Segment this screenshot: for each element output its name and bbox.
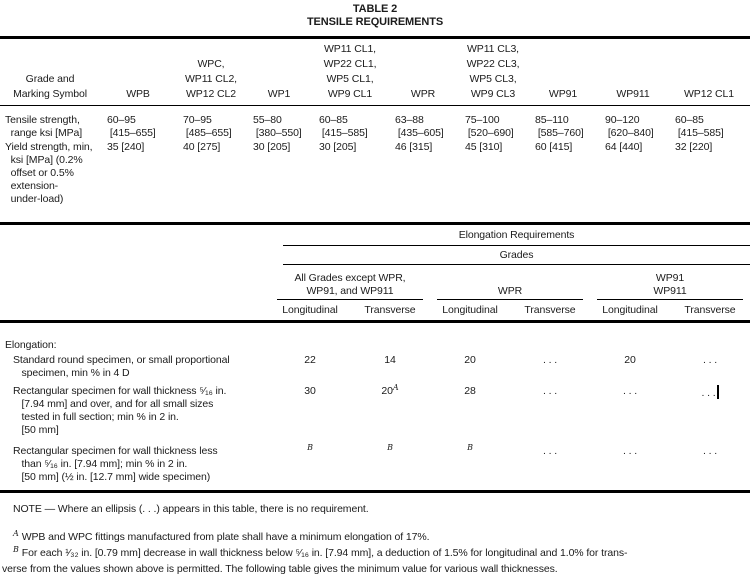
- cell: 70–95 [485–655]: [183, 114, 232, 139]
- row-label: Tensile strength, range ksi [MPa]: [5, 114, 83, 139]
- cell: 60 [415]: [535, 141, 573, 153]
- cell: . . .: [622, 445, 638, 457]
- col-header: WPR: [410, 88, 436, 100]
- table-caption: TENSILE REQUIREMENTS: [306, 16, 444, 28]
- cell: . . .: [542, 354, 558, 366]
- tensile-strength-row: Tensile strength, range ksi [MPa] 60–95 …: [0, 106, 750, 140]
- cell: . . .: [542, 445, 558, 457]
- table-row: Rectangular specimen for wall thickness …: [0, 443, 750, 484]
- yield-strength-row: Yield strength, min, ksi [MPa] (0.2% off…: [0, 140, 750, 224]
- footnote-marker: B: [307, 443, 313, 452]
- cell: 85–110 [585–760]: [535, 114, 584, 139]
- footnotes: A WPB and WPC fittings manufactured from …: [2, 529, 748, 577]
- col-header: WPC, WP11 CL2, WP12 CL2: [184, 58, 237, 100]
- elongation-table: Elongation: Standard round specimen, or …: [0, 323, 750, 493]
- cell: 35 [240]: [107, 141, 145, 153]
- direction-header: Transverse: [364, 304, 416, 316]
- col-header: WP1: [267, 88, 291, 100]
- cell: . . .: [622, 385, 638, 397]
- cell: 14: [384, 354, 396, 366]
- group-header: All Grades except WPR, WP91, and WP911: [277, 272, 423, 300]
- cell: 20: [464, 354, 476, 366]
- cell: 64 [440]: [605, 141, 643, 153]
- table-row: Standard round specimen, or small propor…: [0, 354, 750, 380]
- cell: 30 [205]: [253, 141, 291, 153]
- cell: 28: [464, 385, 476, 397]
- col-header: WP11 CL3, WP22 CL3, WP5 CL3, WP9 CL3: [466, 43, 520, 100]
- cell: . . .: [542, 385, 558, 397]
- col-header: WP911: [616, 88, 650, 100]
- direction-header: Longitudinal: [282, 304, 338, 316]
- direction-header: Transverse: [684, 304, 736, 316]
- footnote-marker: B: [13, 545, 19, 554]
- footnote-a: A WPB and WPC fittings manufactured from …: [13, 529, 430, 544]
- cell: 55–80 [380–550]: [253, 114, 302, 139]
- group-header: WPR: [437, 285, 583, 300]
- table-note: NOTE — Where an ellipsis (. . .) appears…: [13, 503, 369, 515]
- grade-header: Grade and Marking Symbol: [13, 73, 87, 100]
- col-header: WP91: [548, 88, 578, 100]
- cell: 63–88 [435–605]: [395, 114, 444, 139]
- elongation-header: Elongation Requirements Grades All Grade…: [0, 222, 750, 323]
- cell: 60–85 [415–585]: [319, 114, 368, 139]
- row-label: Yield strength, min, ksi [MPa] (0.2% off…: [5, 141, 93, 205]
- direction-header: Transverse: [524, 304, 576, 316]
- col-header: WPB: [126, 88, 150, 100]
- group-header: WP91 WP911: [597, 272, 743, 300]
- row-label: Rectangular specimen for wall thickness …: [13, 385, 227, 436]
- footnote-marker: A: [13, 529, 19, 538]
- cell: 40 [275]: [183, 141, 221, 153]
- footnote-marker: B: [387, 443, 393, 452]
- col-header: WP11 CL1, WP22 CL1, WP5 CL1, WP9 CL1: [323, 43, 377, 100]
- footnote-marker: A: [392, 383, 399, 392]
- cell: 46 [315]: [395, 141, 433, 153]
- row-label: Rectangular specimen for wall thickness …: [13, 445, 218, 483]
- cell: 45 [310]: [465, 141, 503, 153]
- cell: 32 [220]: [675, 141, 713, 153]
- cell: . . .: [702, 354, 718, 366]
- footnote-marker: B: [467, 443, 473, 452]
- cell: 75–100 [520–690]: [465, 114, 514, 139]
- table-row: Rectangular specimen for wall thickness …: [0, 383, 750, 437]
- table-number: TABLE 2: [352, 3, 398, 15]
- cell: B: [270, 443, 350, 458]
- cell: 20A: [381, 383, 399, 398]
- direction-labels-row: Longitudinal Transverse Longitudinal Tra…: [270, 300, 750, 320]
- col-header: WP12 CL1: [684, 88, 734, 100]
- grade-groups-row: All Grades except WPR, WP91, and WP911 W…: [270, 265, 750, 300]
- footnote-b: B For each ¹⁄₃₂ in. [0.79 mm] decrease in…: [2, 545, 628, 576]
- grades-heading: Grades: [283, 246, 750, 265]
- tensile-requirements-table: Grade and Marking Symbol WPB WPC, WP11 C…: [0, 36, 750, 222]
- cell: 90–120 [620–840]: [605, 114, 654, 139]
- cell: 22: [304, 354, 316, 366]
- cell: 60–85 [415–585]: [675, 114, 724, 139]
- direction-header: Longitudinal: [442, 304, 498, 316]
- section-label: Elongation:: [5, 339, 57, 351]
- row-label: Standard round specimen, or small propor…: [13, 354, 230, 379]
- cell-with-cursor[interactable]: . . .: [670, 385, 750, 400]
- elongation-requirements-heading: Elongation Requirements: [283, 225, 750, 246]
- text-cursor: [716, 385, 719, 399]
- cell: B: [350, 443, 430, 458]
- cell: 20: [624, 354, 636, 366]
- table-title: TABLE 2 TENSILE REQUIREMENTS: [0, 3, 750, 29]
- cell: . . .: [702, 445, 718, 457]
- header-row: Grade and Marking Symbol WPB WPC, WP11 C…: [0, 39, 750, 106]
- cell: B: [430, 443, 510, 458]
- cell: 30 [205]: [319, 141, 357, 153]
- cell: 60–95 [415–655]: [107, 114, 156, 139]
- direction-header: Longitudinal: [602, 304, 658, 316]
- cell: 30: [304, 385, 316, 397]
